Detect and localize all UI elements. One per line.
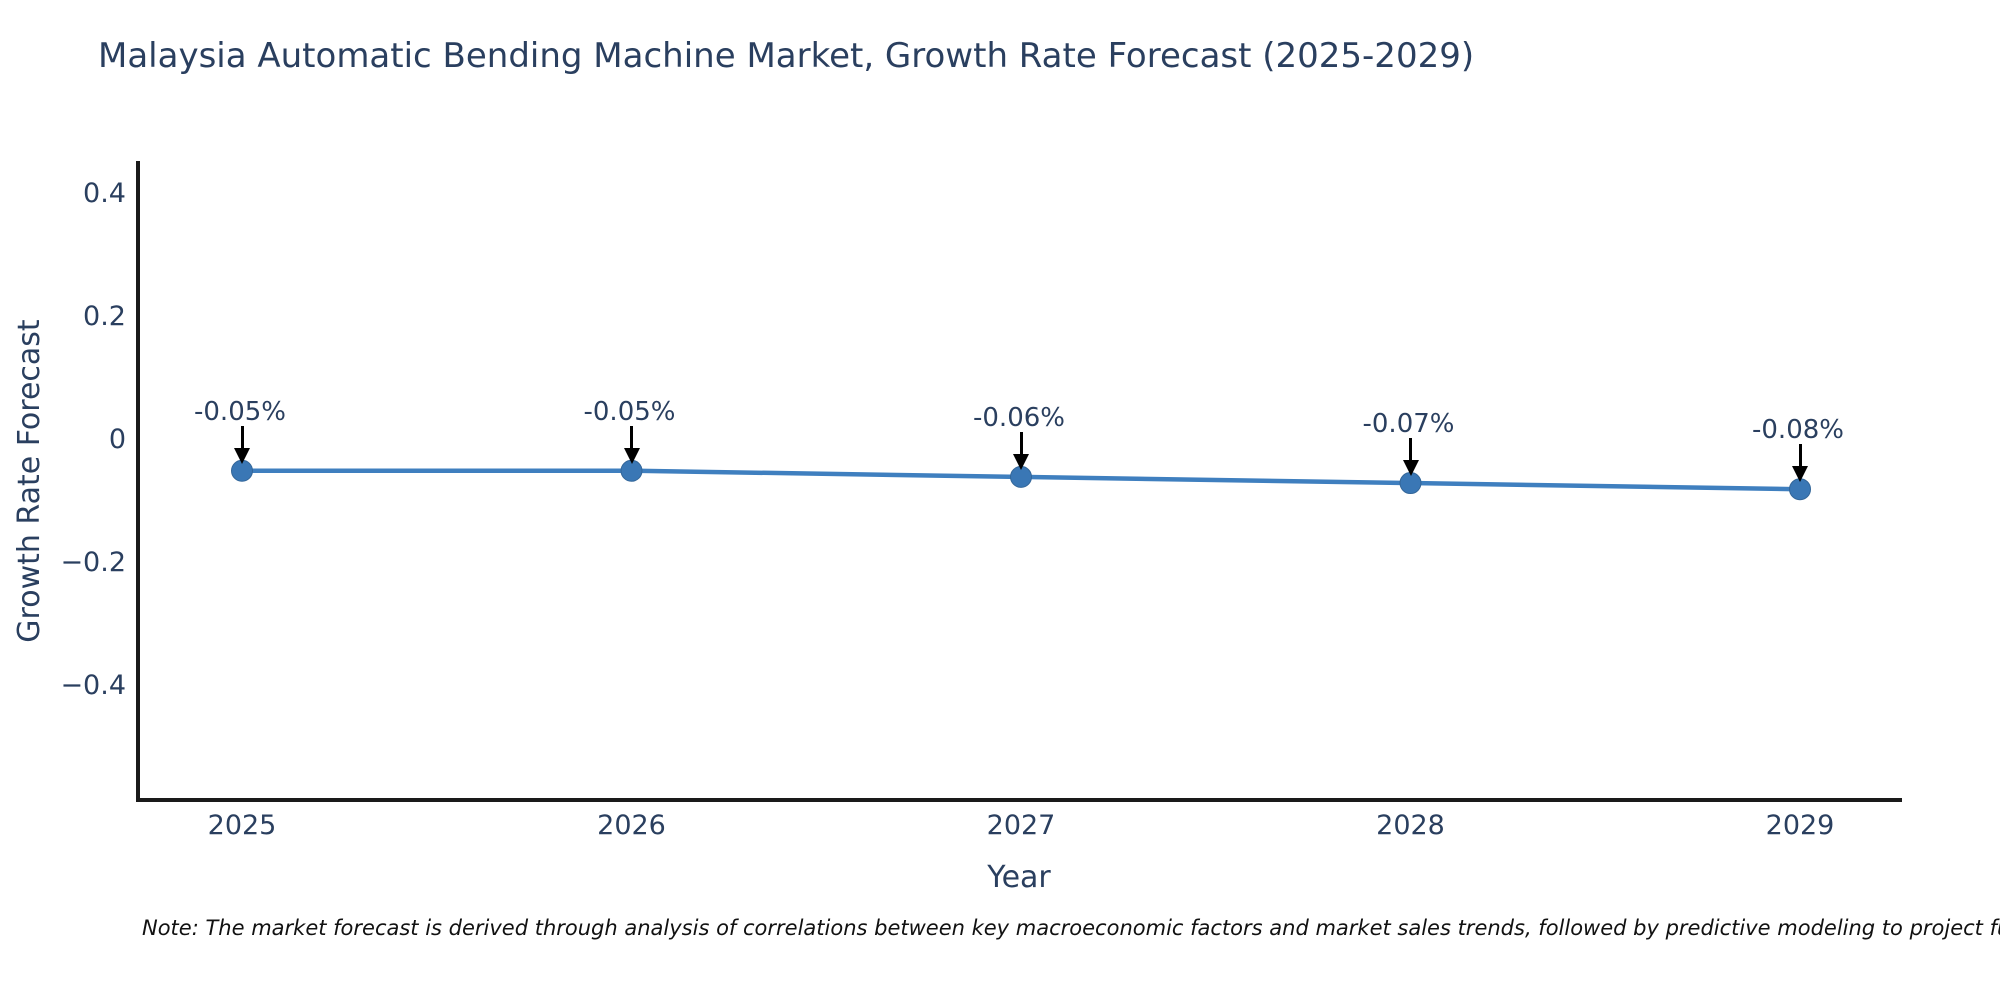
- x-tick-label: 2028: [1376, 810, 1445, 841]
- annotation-arrowhead-icon: [623, 447, 640, 464]
- annotation-label: -0.06%: [973, 402, 1065, 433]
- annotation-arrow-icon: [240, 425, 244, 451]
- annotation-arrow-icon: [1019, 431, 1023, 457]
- annotation-arrowhead-icon: [234, 447, 250, 464]
- annotation-arrow-icon: [1798, 444, 1802, 470]
- x-tick-label: 2027: [986, 810, 1056, 841]
- chart-title: Malaysia Automatic Bending Machine Marke…: [98, 36, 1475, 76]
- annotation-arrow-icon: [1409, 438, 1412, 464]
- x-tick-label: 2029: [1765, 810, 1835, 841]
- annotation-label: -0.05%: [583, 396, 676, 427]
- annotation-arrow-icon: [630, 425, 633, 451]
- x-tick-label: 2025: [207, 810, 277, 841]
- x-axis-title: Year: [987, 860, 1051, 895]
- y-tick-label: −0.2: [60, 547, 126, 578]
- annotation-arrowhead-icon: [1013, 453, 1029, 470]
- y-axis-line: [136, 161, 140, 802]
- footnote: Note: The market forecast is derived thr…: [142, 916, 2000, 940]
- y-tick-label: 0.2: [83, 301, 126, 332]
- x-tick-label: 2026: [597, 810, 666, 841]
- y-tick-label: −0.4: [60, 670, 126, 701]
- annotation-arrowhead-icon: [1792, 466, 1808, 483]
- annotation-arrowhead-icon: [1402, 460, 1419, 477]
- annotation-label: -0.07%: [1362, 409, 1455, 440]
- y-tick-label: 0: [108, 424, 126, 455]
- x-axis-line: [136, 798, 1902, 802]
- annotation-label: -0.08%: [1752, 415, 1844, 446]
- annotation-label: -0.05%: [194, 396, 286, 427]
- y-tick-label: 0.4: [83, 178, 126, 209]
